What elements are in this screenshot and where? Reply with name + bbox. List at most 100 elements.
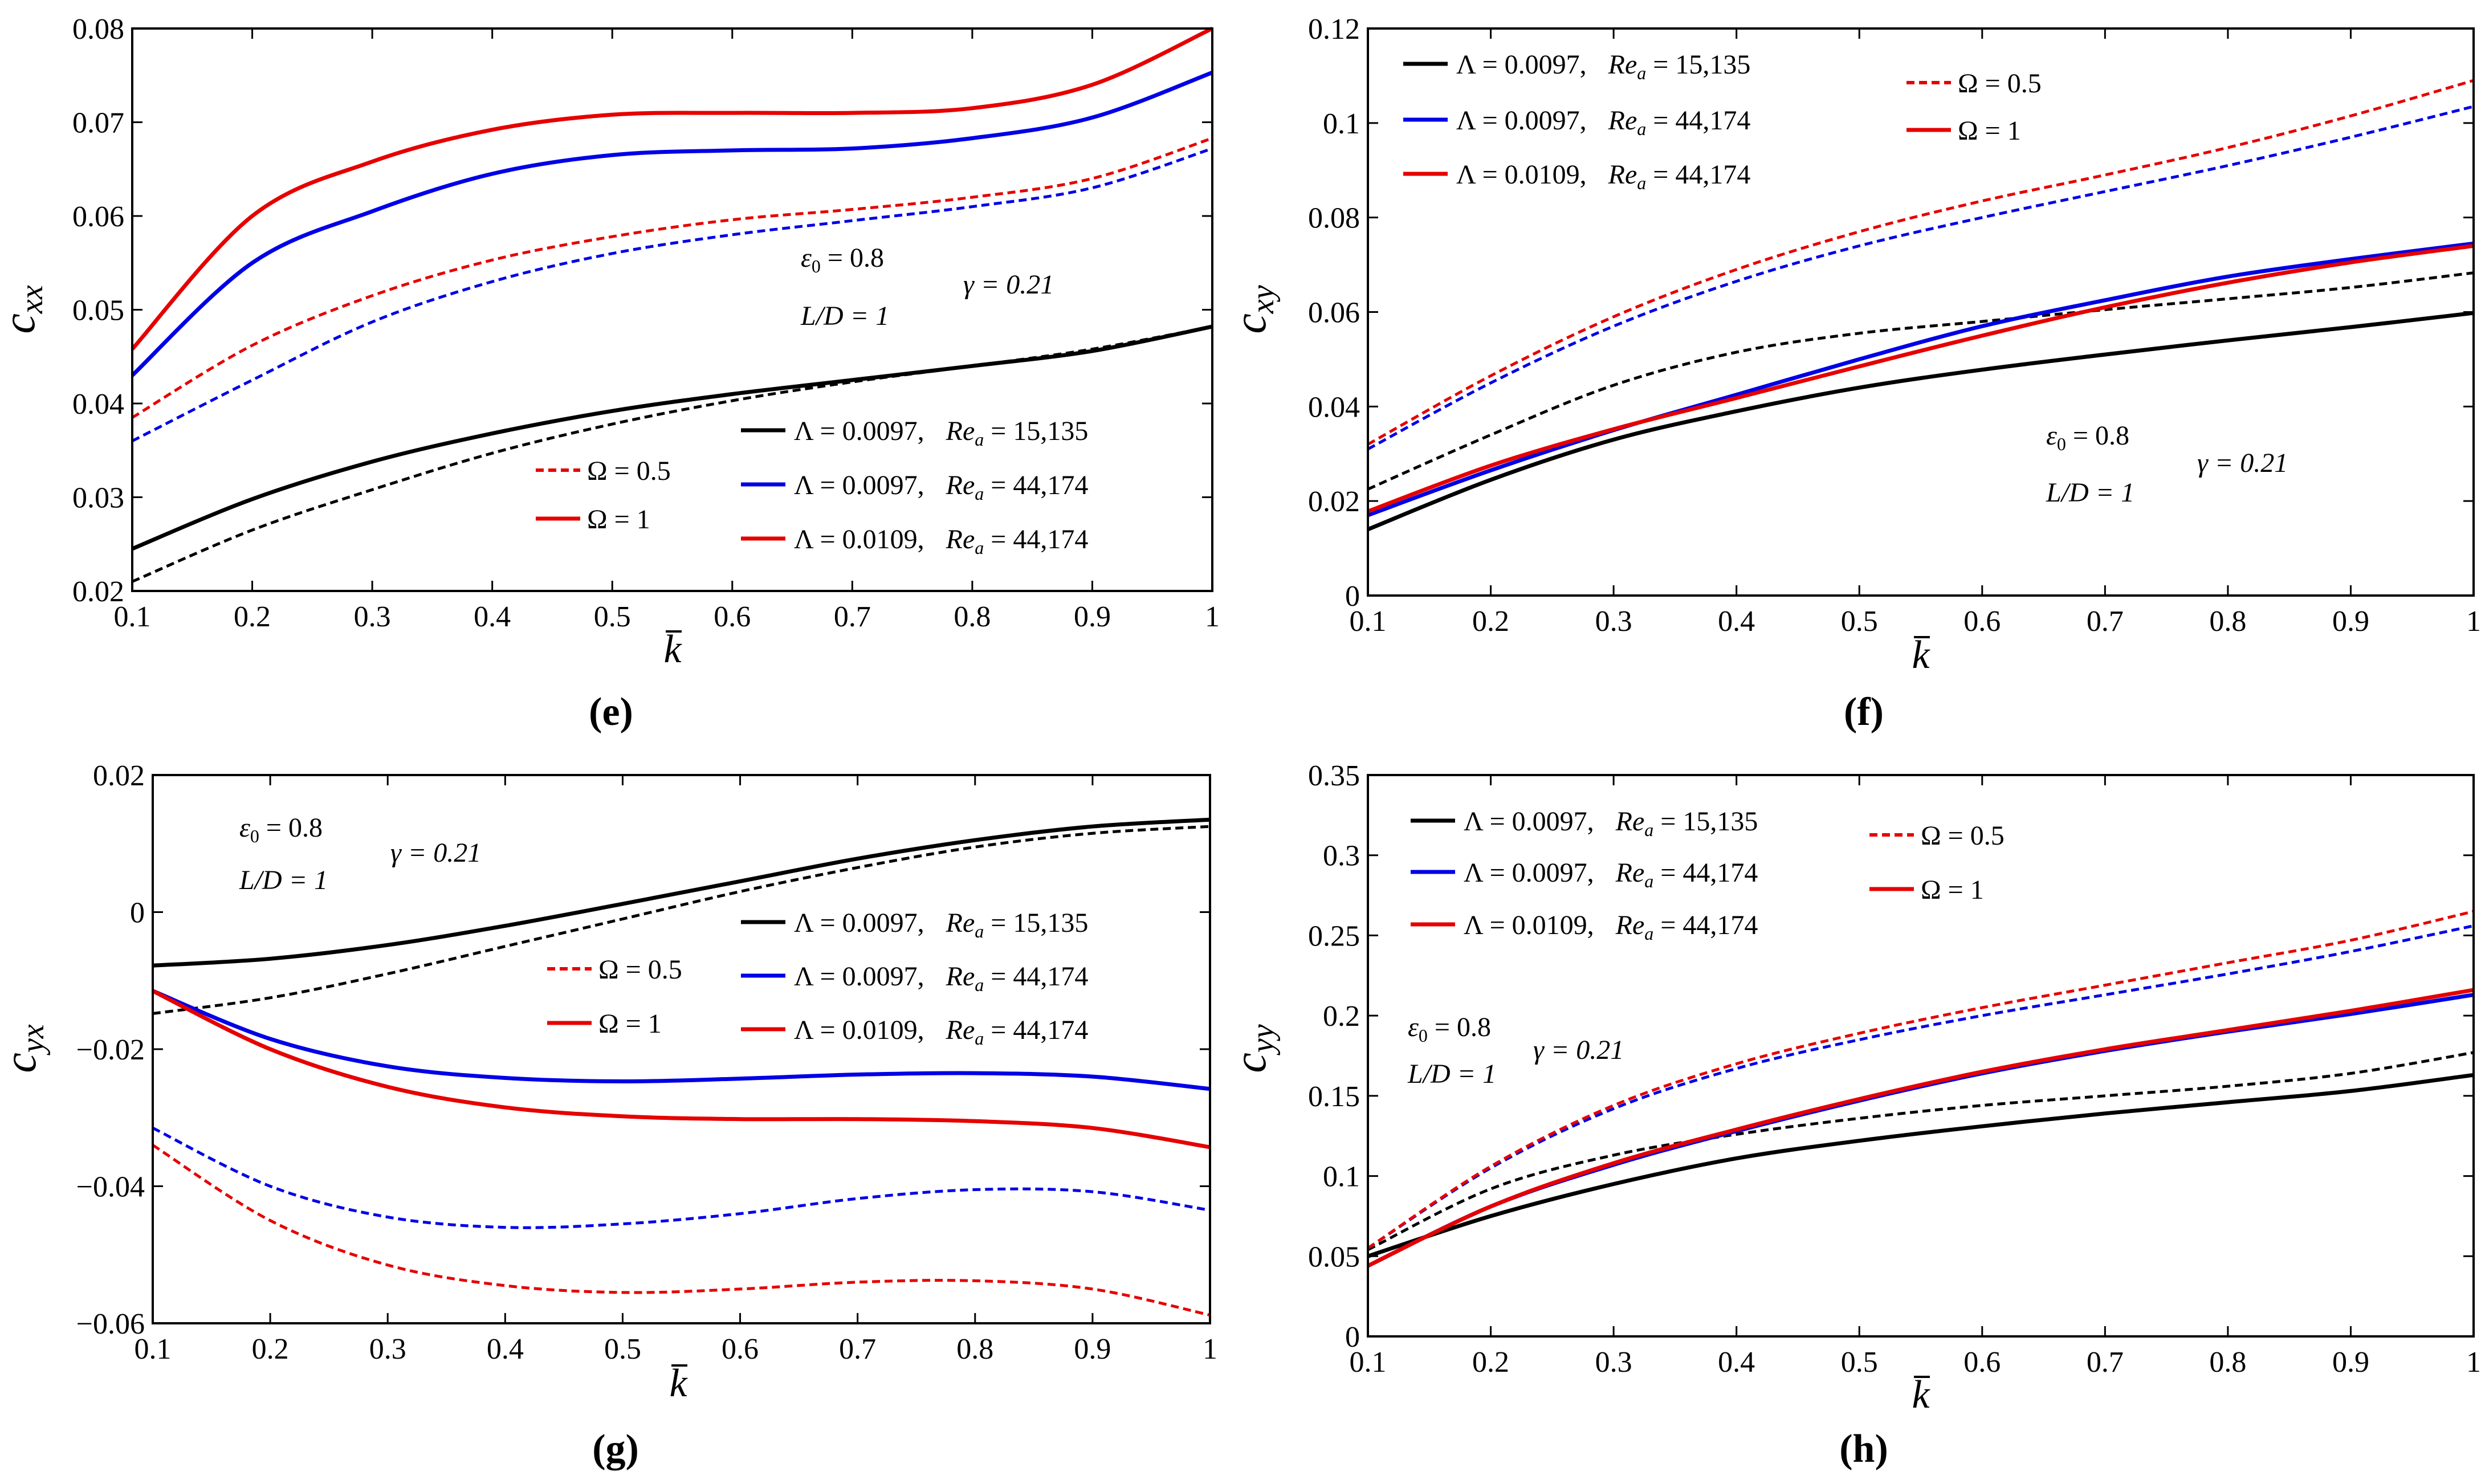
series-line-2 [132, 325, 1213, 583]
legend-label-omega-half: Ω = 0.5 [1921, 821, 2005, 851]
x-tick-label: 0.5 [1841, 605, 1878, 638]
series-line-4 [1367, 105, 2474, 451]
legend-label-lam1: Λ = 0.0097, Rea = 15,135 [1464, 806, 1758, 840]
x-tick-label: 0.3 [1595, 1346, 1632, 1379]
x-tick-label: 0.1 [114, 601, 151, 633]
x-tick-label: 0.6 [1963, 605, 2001, 638]
legend-omega: Ω = 0.5 Ω = 1 [547, 955, 682, 1039]
x-tick-label: 0.5 [604, 1333, 641, 1365]
chart-e: 0.1 0.2 0.3 0.4 0.5 0.6 0.7 0.8 0.9 1 0.02 0.03 0.04… [0, 13, 1220, 734]
legend-omega: Ω = 0.5 Ω = 1 [1869, 821, 2005, 905]
x-tick-label: 0.4 [487, 1333, 524, 1365]
series-line-4 [152, 1127, 1211, 1229]
series-line-6 [152, 1144, 1211, 1317]
series-line-1 [1367, 1073, 2474, 1258]
y-tick-label: 0.06 [72, 201, 124, 233]
param-ld: L/D = 1 [239, 865, 328, 895]
legend-label-lam2: Λ = 0.0097, Rea = 44,174 [1456, 105, 1750, 139]
y-tick-label: 0 [1345, 1321, 1360, 1353]
panel-label: (h) [1839, 1427, 1888, 1471]
x-tick-label: 1 [1203, 1333, 1217, 1365]
series-line-5 [1367, 243, 2474, 513]
x-tick-label: 0.3 [1595, 605, 1632, 638]
legend-label-lam1: Λ = 0.0097, Rea = 15,135 [794, 416, 1088, 450]
y-axis-label: cxx [0, 285, 50, 333]
legend-label-omega-one: Ω = 1 [587, 504, 650, 535]
panel-label: (g) [592, 1427, 639, 1471]
series-line-4 [131, 147, 1213, 443]
param-gamma: γ = 0.21 [390, 838, 481, 868]
x-tick-label: 0.6 [722, 1333, 759, 1365]
legend-label-omega-one: Ω = 1 [1921, 875, 1984, 905]
series-line-6 [1367, 79, 2474, 446]
x-tick-label: 1 [2466, 605, 2481, 638]
x-tick-label: 0.9 [2332, 1346, 2369, 1379]
series-line-3 [1367, 241, 2474, 517]
y-tick-label: 0.05 [72, 295, 124, 327]
y-tick-label: 0.15 [1308, 1081, 1360, 1113]
legend-label-omega-half: Ω = 0.5 [1958, 68, 2042, 99]
y-tick-label: −0.06 [76, 1308, 145, 1340]
series-line-6 [131, 137, 1213, 419]
legend-lambda: Λ = 0.0097, Rea = 15,135 Λ = 0.0097, Rea =… [1403, 50, 1750, 193]
x-tick-label: 1 [2466, 1346, 2481, 1379]
y-tick-label: 0.02 [72, 576, 124, 608]
chart-f: 0.1 0.2 0.3 0.4 0.5 0.6 0.7 0.8 0.9 1 0 0.02 0.04 0.0… [1225, 13, 2481, 734]
plot-frame [1367, 774, 2475, 1338]
series-line-6 [1367, 910, 2474, 1250]
param-epsilon: ε0 = 0.8 [2046, 421, 2129, 454]
y-axis-label: cyy [1225, 1024, 1281, 1073]
legend-label-omega-one: Ω = 1 [1958, 116, 2021, 146]
series-line-2 [1367, 271, 2474, 491]
legend-omega: Ω = 0.5 Ω = 1 [536, 456, 671, 535]
legend-label-lam3: Λ = 0.0109, Rea = 44,174 [794, 524, 1088, 558]
legend-label-lam3: Λ = 0.0109, Rea = 44,174 [1464, 910, 1758, 944]
param-gamma: γ = 0.21 [963, 270, 1054, 300]
legend-lambda: Λ = 0.0097, Rea = 15,135 Λ = 0.0097, Rea =… [741, 416, 1088, 558]
x-tick-label: 0.9 [1074, 601, 1111, 633]
legend-label-lam1: Λ = 0.0097, Rea = 15,135 [1456, 50, 1750, 83]
legend-omega: Ω = 0.5 Ω = 1 [1906, 68, 2042, 146]
param-epsilon: ε0 = 0.8 [239, 813, 323, 846]
series-line-5 [1367, 988, 2474, 1268]
param-ld: L/D = 1 [800, 301, 889, 331]
x-tick-label: 0.5 [594, 601, 631, 633]
x-axis-label: k [1912, 1373, 1930, 1417]
y-tick-label: 0.35 [1308, 760, 1360, 792]
param-gamma: γ = 0.21 [2197, 448, 2288, 478]
y-tick-label: −0.04 [76, 1171, 145, 1204]
x-tick-label: 0.2 [234, 601, 271, 633]
x-tick-label: 0.8 [954, 601, 991, 633]
x-tick-label: 0.7 [839, 1333, 876, 1365]
x-tick-label: 0.7 [2087, 605, 2124, 638]
y-tick-label: 0 [1345, 580, 1360, 613]
y-axis-label: cxy [1225, 285, 1281, 333]
y-tick-label: 0.3 [1323, 840, 1360, 873]
y-tick-label: 0.12 [1308, 13, 1360, 46]
x-tick-label: 0.9 [2332, 605, 2369, 638]
y-tick-label: 0.08 [1308, 202, 1360, 235]
legend-lambda: Λ = 0.0097, Rea = 15,135 Λ = 0.0097, Rea =… [1411, 806, 1758, 944]
x-axis-label: k [1912, 633, 1930, 677]
x-axis-label: k [663, 627, 682, 671]
x-axis-label: k [669, 1361, 688, 1405]
x-tick-label: 0.2 [252, 1333, 289, 1365]
chart-h: 0.1 0.2 0.3 0.4 0.5 0.6 0.7 0.8 0.9 1 0 0.05 0.1 0.15… [1225, 760, 2481, 1471]
legend-label-lam2: Λ = 0.0097, Rea = 44,174 [794, 961, 1088, 995]
x-tick-label: 0.6 [714, 601, 751, 633]
y-tick-label: 0.05 [1308, 1241, 1360, 1273]
x-tick-label: 0.4 [1718, 1346, 1755, 1379]
series-line-1 [152, 817, 1211, 968]
legend-label-omega-one: Ω = 1 [598, 1009, 662, 1039]
y-tick-label: 0.08 [72, 13, 124, 46]
y-tick-label: 0.03 [72, 482, 124, 515]
series-line-2 [152, 825, 1211, 1015]
y-tick-label: 0.25 [1308, 920, 1360, 952]
legend-lambda: Λ = 0.0097, Rea = 15,135 Λ = 0.0097, Rea =… [741, 908, 1088, 1049]
x-tick-label: 0.1 [1350, 1346, 1387, 1379]
x-tick-label: 0.6 [1963, 1346, 2001, 1379]
series-line-2 [1367, 1051, 2474, 1251]
series-line-5 [131, 26, 1213, 350]
x-tick-label: 0.3 [369, 1333, 406, 1365]
